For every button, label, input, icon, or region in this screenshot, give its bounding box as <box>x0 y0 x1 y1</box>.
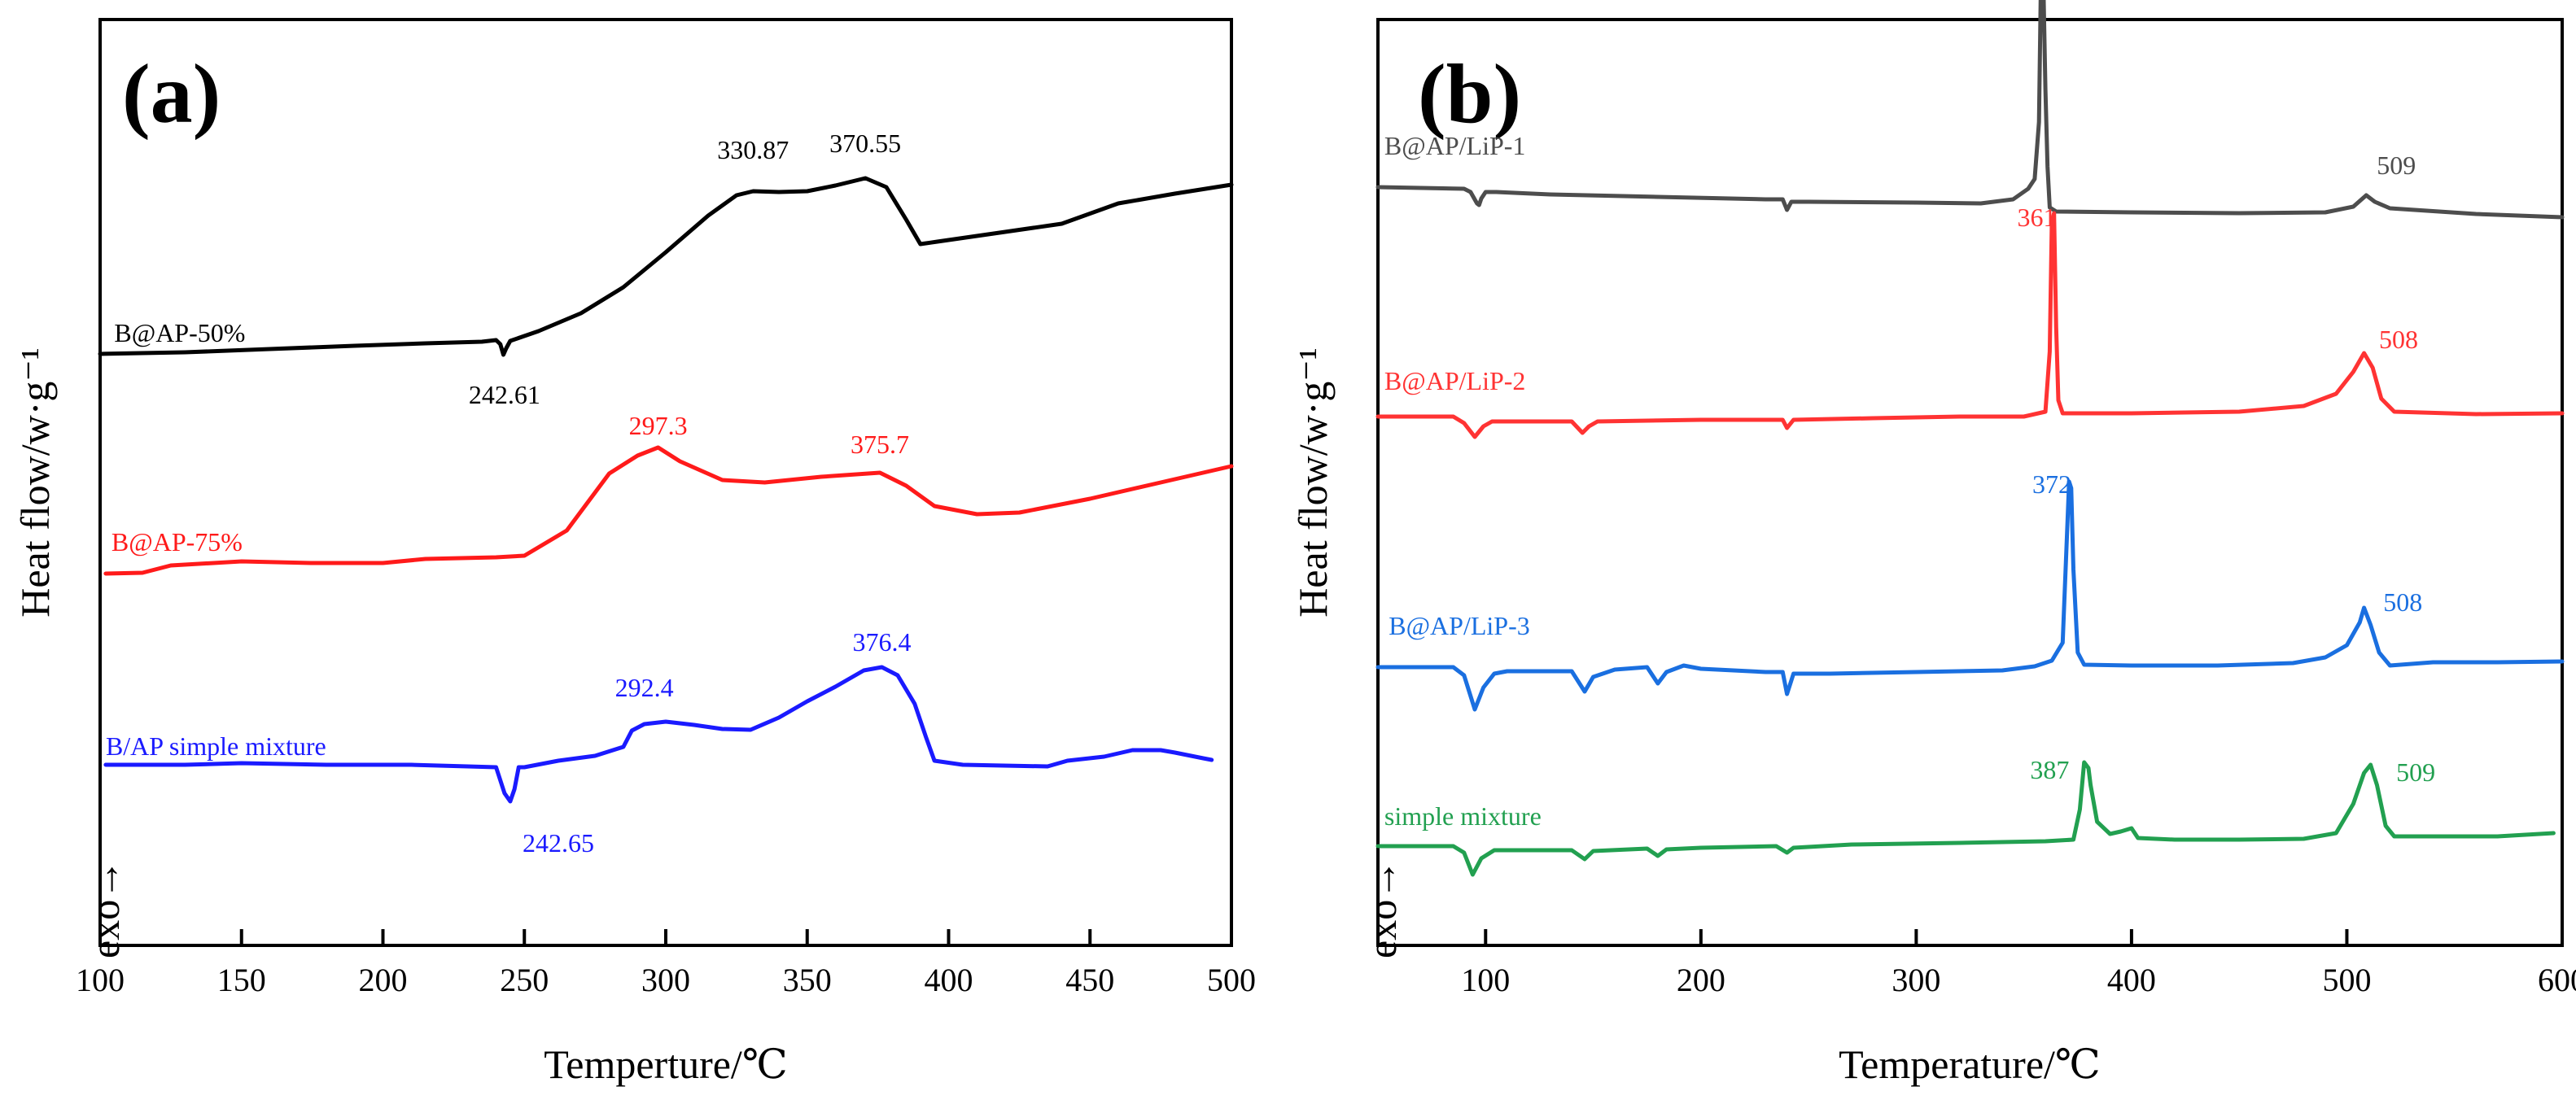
x-tick-label: 300 <box>641 962 690 998</box>
peak-annotation: 375.7 <box>851 430 909 459</box>
x-tick-label: 300 <box>1892 962 1940 998</box>
series-label: B@AP-75% <box>112 527 243 556</box>
peak-annotation: 372 <box>2032 469 2071 499</box>
x-tick-label: 400 <box>925 962 973 998</box>
peak-annotation: 292.4 <box>615 673 674 702</box>
x-tick-label: 500 <box>2322 962 2371 998</box>
x-tick-label: 250 <box>500 962 549 998</box>
x-axis-label: Temperature/℃ <box>1839 1041 2101 1087</box>
series-line <box>1375 0 2565 220</box>
series-line <box>1375 211 2565 439</box>
x-tick-label: 500 <box>1207 962 1256 998</box>
peak-annotation: 376.4 <box>852 627 911 657</box>
series-label: B@AP/LiP-2 <box>1384 366 1526 395</box>
peak-annotation: 508 <box>2383 587 2422 617</box>
series-label: B@AP/LiP-3 <box>1389 611 1530 640</box>
exo-direction-label: exo→ <box>82 859 128 958</box>
x-axis-label: Temperture/℃ <box>544 1041 788 1087</box>
series-line <box>1375 479 2565 712</box>
series-line <box>1375 760 2556 877</box>
x-tick-label: 350 <box>783 962 832 998</box>
x-tick-label: 200 <box>1677 962 1725 998</box>
series-line <box>103 445 1234 576</box>
peak-annotation: 242.65 <box>523 828 594 858</box>
panel-a: 100 150 200 250 300 350 400 450 500 Temperture/℃ H… <box>12 18 1256 1087</box>
series-line <box>98 176 1234 357</box>
x-tick-label: 450 <box>1065 962 1114 998</box>
peak-annotation: 387 <box>2030 755 2069 784</box>
panel-label: (a) <box>122 47 221 141</box>
y-axis-label: Heat flow/w·g⁻¹ <box>12 347 58 618</box>
peak-annotation: 508 <box>2379 325 2418 354</box>
panel-label: (b) <box>1418 47 1521 141</box>
peak-annotation: 509 <box>2396 757 2435 787</box>
panel-b: 100 200 300 400 500 600 Temperature/℃ Heat flow… <box>1290 0 2576 1087</box>
plot-frame <box>98 18 1233 947</box>
x-tick-label: 400 <box>2107 962 2156 998</box>
peak-annotation: 370.55 <box>829 129 901 158</box>
x-tick-label: 600 <box>2538 962 2576 998</box>
x-tick-label: 150 <box>217 962 266 998</box>
x-tick-label: 200 <box>359 962 408 998</box>
peak-annotation: 242.61 <box>469 380 540 409</box>
series-label: B/AP simple mixture <box>106 731 326 761</box>
series-line <box>103 665 1214 804</box>
peak-annotation: 330.87 <box>717 135 789 164</box>
exo-direction-label: exo→ <box>1359 859 1405 958</box>
x-tick-label: 100 <box>76 962 125 998</box>
y-axis-label: Heat flow/w·g⁻¹ <box>1290 347 1336 618</box>
peak-annotation: 361 <box>2018 203 2057 232</box>
series-label: B@AP-50% <box>114 318 245 347</box>
peak-annotation: 509 <box>2377 151 2416 180</box>
peak-annotation: 297.3 <box>629 411 688 440</box>
series-label: B@AP/LiP-1 <box>1384 131 1526 160</box>
plot-frame <box>1376 18 2564 947</box>
series-label: simple mixture <box>1384 801 1542 831</box>
x-tick-label: 100 <box>1461 962 1510 998</box>
